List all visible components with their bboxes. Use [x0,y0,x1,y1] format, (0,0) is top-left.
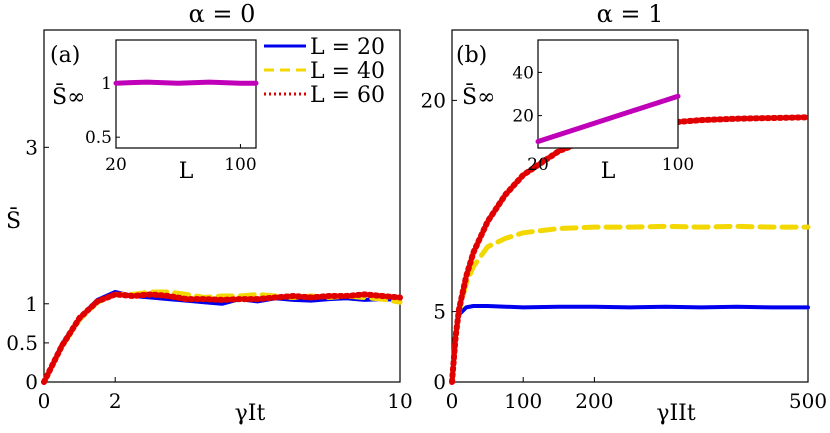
legend-label: L = 40 [310,59,385,84]
y-tick-label: 5 [433,300,446,324]
panel-a-frame [43,29,401,383]
panel-a-inset: 20 100 0.5 1 S̄∞ L [52,39,259,184]
panel-a-inset-content: 20 100 0.5 1 [85,74,259,175]
panel-a-inset-ylabel: S̄∞ [52,83,85,110]
panel-b-frame [451,29,809,383]
panel-a-inset-frame [115,39,257,149]
panel-b-inset-xlabel: L [601,159,616,184]
panel-b-inset-frame [537,39,679,149]
y-tick-label: 1 [25,292,38,316]
inset-y-tick-label: 40 [512,63,534,83]
inset-x-tick-label: 20 [105,155,127,175]
x-tick-label: 100 [504,389,542,413]
legend-label: L = 20 [310,35,385,60]
inset-y-tick-label: 0.5 [85,128,112,148]
panel-a-series [41,289,403,385]
y-tick-label: 0.5 [6,331,38,355]
series-line-l60 [41,291,403,385]
x-tick-label: 200 [575,389,613,413]
series-line-l20 [450,304,810,384]
x-tick-label: 0 [38,389,51,413]
x-tick-label: 500 [789,389,827,413]
x-tick-label: 0 [446,389,459,413]
y-tick-label: 0 [25,370,38,394]
panel-a-label: (a) [50,43,80,68]
panel-b: α = 1 (b) 0 100 200 500 0 5 20 γIIt 20 100 20 40 … [421,0,828,426]
inset-series-line [113,79,259,86]
panel-b-inset: 20 100 20 40 S̄∞ L [462,39,694,184]
panel-b-ticks: 0 100 200 500 0 5 20 [421,88,828,413]
panel-b-title: α = 1 [597,0,664,28]
panel-b-label: (b) [456,43,487,68]
y-tick-label: 3 [25,135,38,159]
inset-y-tick-label: 1 [101,74,112,94]
inset-x-tick-label: 100 [662,155,694,175]
series-line-l40 [449,223,811,385]
panel-b-inset-content: 20 100 20 40 [512,63,694,175]
panel-a-ylabel: S̄ [6,207,21,234]
inset-series-line [535,93,681,144]
panel-b-inset-ylabel: S̄∞ [462,83,495,110]
panel-a-inset-xlabel: L [179,159,194,184]
y-tick-label: 20 [421,88,446,112]
x-tick-label: 10 [387,389,412,413]
legend: L = 20L = 40L = 60 [264,35,385,108]
y-tick-label: 0 [433,370,446,394]
legend-label: L = 60 [310,83,385,108]
panel-b-xlabel: γIIt [656,401,696,426]
panel-a-title: α = 0 [189,0,256,28]
inset-y-tick-label: 20 [512,107,534,127]
panel-b-series [449,114,811,385]
inset-x-tick-label: 100 [224,155,256,175]
x-tick-label: 2 [109,389,122,413]
series-line-l60 [449,114,811,385]
panel-a-xlabel: γIt [235,401,266,426]
inset-x-tick-label: 20 [527,155,549,175]
